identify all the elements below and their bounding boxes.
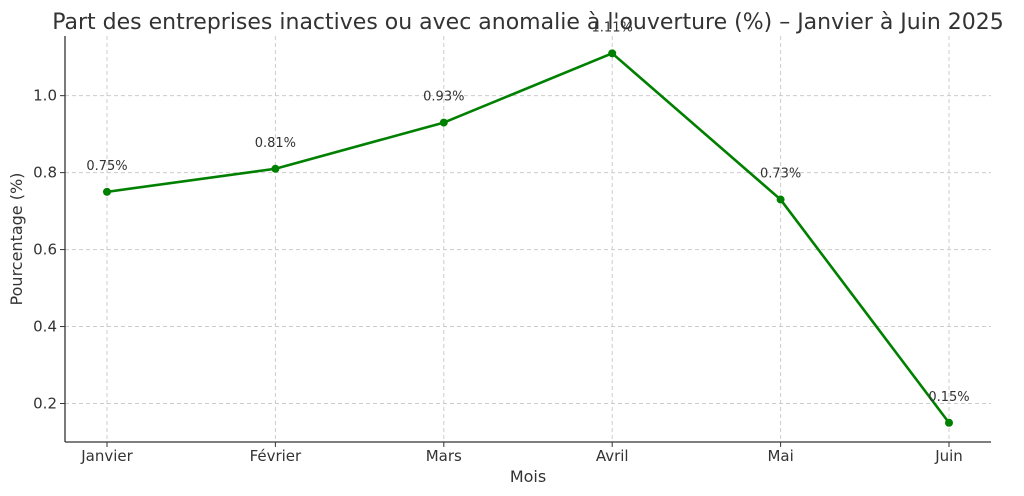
x-tick-label: Mars bbox=[426, 447, 462, 465]
y-tick-label: 0.2 bbox=[33, 395, 57, 413]
x-tick-label: Juin bbox=[934, 447, 963, 465]
data-label: 0.81% bbox=[255, 136, 296, 151]
data-label: 0.75% bbox=[86, 159, 127, 174]
series-line bbox=[105, 52, 951, 425]
x-tick-label: Avril bbox=[596, 447, 629, 465]
data-point bbox=[271, 164, 280, 173]
y-tick-label: 0.8 bbox=[33, 164, 57, 182]
x-tick-label: Janvier bbox=[80, 447, 133, 465]
data-label: 0.15% bbox=[928, 390, 969, 405]
data-labels: 0.75% 0.81% 0.93% 1.11% 0.73% 0.15% bbox=[86, 20, 969, 404]
y-tick-label: 0.4 bbox=[33, 318, 57, 336]
x-tick-label: Février bbox=[250, 447, 302, 465]
x-axis-label: Mois bbox=[510, 467, 546, 486]
y-axis-label: Pourcentage (%) bbox=[7, 173, 26, 306]
data-point bbox=[776, 195, 785, 204]
data-point bbox=[439, 118, 448, 127]
y-ticks: 0.2 0.4 0.6 0.8 1.0 bbox=[33, 87, 65, 413]
data-label: 0.73% bbox=[760, 167, 801, 182]
x-ticks: Janvier Février Mars Avril Mai Juin bbox=[80, 442, 963, 465]
x-tick-label: Mai bbox=[767, 447, 793, 465]
grid bbox=[65, 36, 991, 442]
data-point bbox=[608, 49, 617, 58]
data-label: 1.11% bbox=[592, 20, 633, 35]
data-label: 0.93% bbox=[423, 90, 464, 105]
data-point bbox=[945, 418, 953, 427]
series-group bbox=[103, 49, 953, 427]
data-point bbox=[103, 187, 111, 196]
chart-title: Part des entreprises inactives ou avec a… bbox=[52, 10, 1004, 35]
y-tick-label: 1.0 bbox=[33, 87, 57, 105]
y-tick-label: 0.6 bbox=[33, 241, 57, 259]
